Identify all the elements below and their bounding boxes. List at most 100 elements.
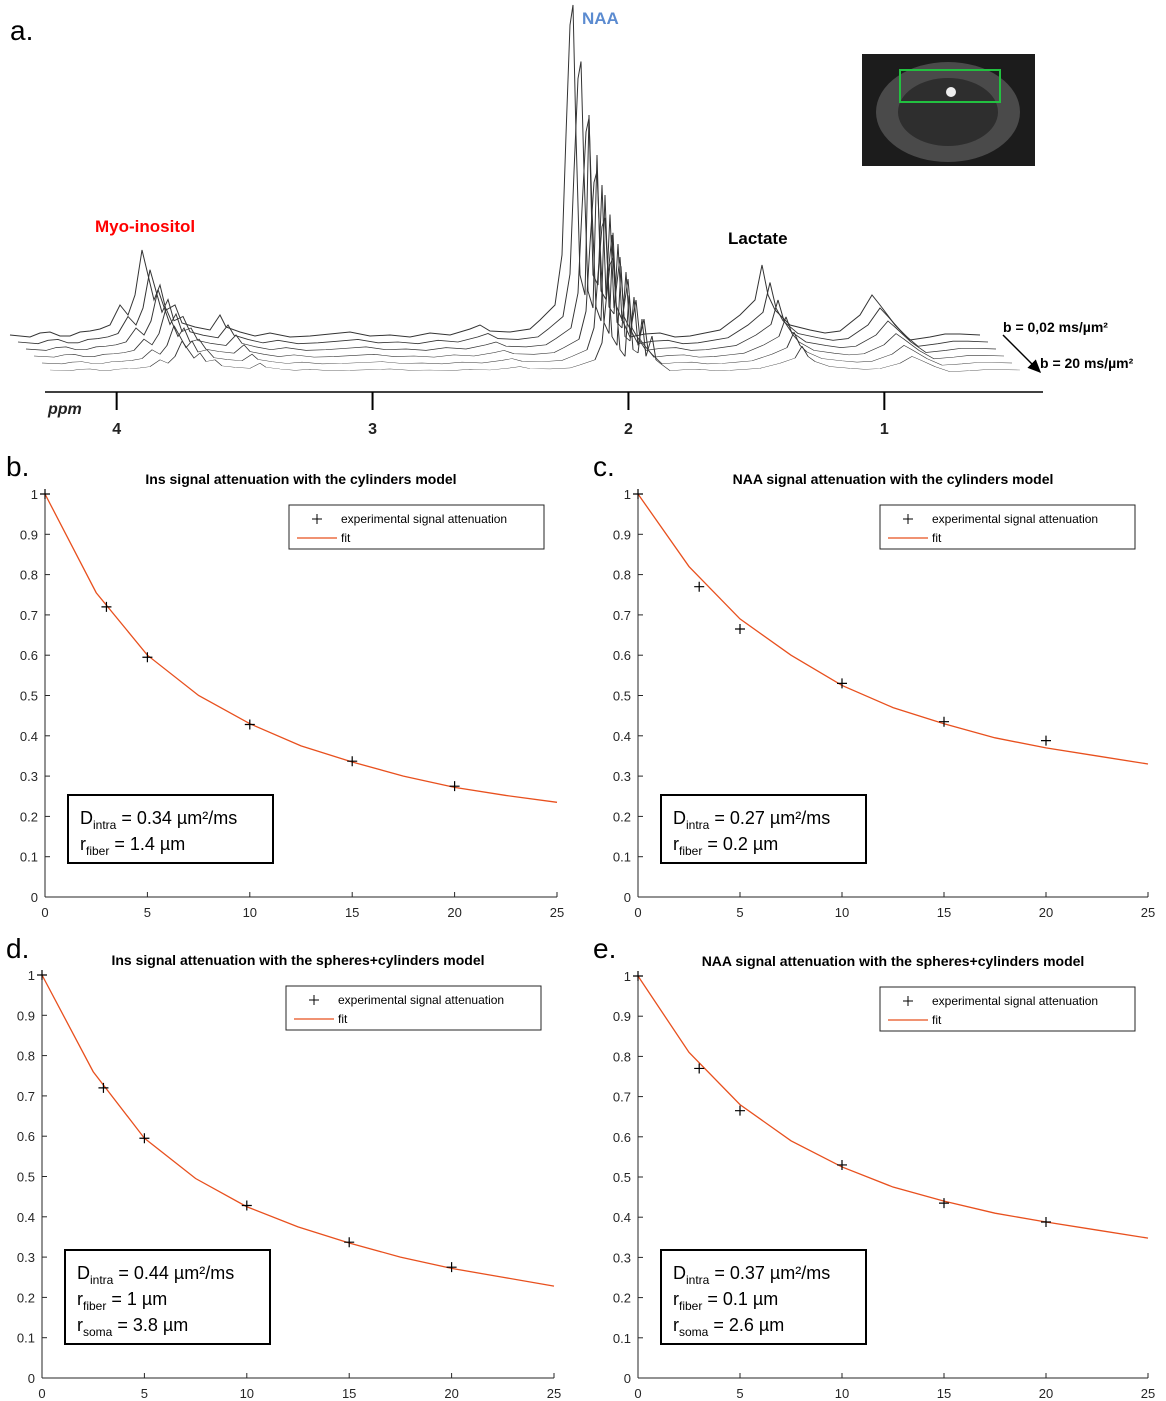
annotation-text: = 1 µm <box>106 1289 167 1309</box>
x-tick-label: 5 <box>736 905 743 920</box>
y-tick-label: 0.8 <box>20 568 38 583</box>
legend-label: experimental signal attenuation <box>341 512 507 526</box>
annotation-text: = 0.37 µm²/ms <box>709 1263 830 1283</box>
legend-marker <box>903 996 913 1006</box>
spectrum-trace <box>41 217 1013 366</box>
panel-label: d. <box>6 933 29 964</box>
y-tick-label: 0.7 <box>17 1089 35 1104</box>
annotation-line: rfiber = 0.2 µm <box>673 834 778 858</box>
annotation-subscript: intra <box>686 818 710 832</box>
annotation-line: rsoma = 3.8 µm <box>77 1315 188 1339</box>
y-tick-label: 0.7 <box>613 1090 631 1105</box>
x-tick-label: 15 <box>345 905 359 920</box>
annotation-symbol: r <box>673 834 679 854</box>
legend-label: fit <box>338 1012 348 1026</box>
annotation-symbol: r <box>77 1289 83 1309</box>
inset-roi <box>899 69 1001 103</box>
y-tick-label: 0.8 <box>613 568 631 583</box>
panel-label: a. <box>10 15 33 46</box>
legend-label: fit <box>932 1013 942 1027</box>
legend-box <box>288 504 545 550</box>
annotation-text: = 3.8 µm <box>112 1315 188 1335</box>
peak-label: Lactate <box>728 229 788 248</box>
legend-marker <box>312 514 322 524</box>
x-tick-label: 25 <box>1141 1386 1155 1401</box>
annotation-subscript: soma <box>679 1325 709 1339</box>
x-tick-label: 5 <box>141 1386 148 1401</box>
data-point <box>837 1159 847 1170</box>
annotation-text: = 0.2 µm <box>702 834 778 854</box>
spectrum-trace <box>17 60 989 347</box>
y-tick-label: 1 <box>624 969 631 984</box>
y-tick-label: 0.5 <box>17 1170 35 1185</box>
x-tick-label: 15 <box>937 1386 951 1401</box>
y-tick-label: 1 <box>624 487 631 502</box>
annotation-line: rfiber = 1 µm <box>77 1289 167 1313</box>
chart-title: NAA signal attenuation with the spheres+… <box>702 953 1085 969</box>
x-tick-label: 10 <box>240 1386 254 1401</box>
x-tick-label: 20 <box>447 905 461 920</box>
y-tick-label: 0.2 <box>613 809 631 824</box>
y-tick-label: 0.6 <box>20 648 38 663</box>
data-point <box>241 1200 252 1211</box>
annotation-box <box>660 794 867 864</box>
y-tick-label: 0.7 <box>613 608 631 623</box>
y-tick-label: 0.4 <box>17 1210 35 1225</box>
x-tick-label: 0 <box>38 1386 45 1401</box>
data-point <box>694 1063 705 1074</box>
y-tick-label: 0.1 <box>17 1331 35 1346</box>
annotation-symbol: D <box>673 808 686 828</box>
panel-label: c. <box>593 451 615 482</box>
legend-box <box>285 985 542 1031</box>
panel-label: b. <box>6 451 29 482</box>
x-axis-label: ppm <box>47 401 82 418</box>
spectrum-trace <box>49 257 1021 373</box>
y-tick-label: 0.3 <box>17 1250 35 1265</box>
peak-label: NAA <box>582 9 619 28</box>
y-tick-label: 0.5 <box>613 1170 631 1185</box>
y-tick-label: 0.6 <box>17 1129 35 1144</box>
annotation-subscript: fiber <box>679 844 702 858</box>
annotation-subscript: intra <box>93 818 117 832</box>
x-tick-label: 0 <box>41 905 48 920</box>
annotation-subscript: fiber <box>83 1299 106 1313</box>
panel-label: e. <box>593 933 616 964</box>
y-tick-label: 0.9 <box>17 1008 35 1023</box>
fit-line <box>637 493 1149 765</box>
annotation-symbol: D <box>77 1263 90 1283</box>
annotation-text: = 0.27 µm²/ms <box>709 808 830 828</box>
annotation-subscript: soma <box>83 1325 113 1339</box>
legend-label: experimental signal attenuation <box>932 994 1098 1008</box>
data-point <box>1041 735 1051 746</box>
y-tick-label: 0 <box>624 890 631 905</box>
annotation-line: Dintra = 0.44 µm²/ms <box>77 1263 234 1287</box>
annotation-box <box>660 1249 867 1345</box>
y-tick-label: 0.9 <box>613 527 631 542</box>
legend-box <box>879 504 1136 550</box>
annotation-subscript: fiber <box>679 1299 702 1313</box>
data-point <box>142 652 153 663</box>
y-tick-label: 0.2 <box>613 1291 631 1306</box>
y-tick-label: 0.2 <box>20 809 38 824</box>
x-tick-label: 10 <box>835 1386 849 1401</box>
annotation-line: Dintra = 0.34 µm²/ms <box>80 808 237 832</box>
y-tick-label: 0.6 <box>613 1130 631 1145</box>
annotation-symbol: D <box>80 808 93 828</box>
data-point <box>633 489 643 499</box>
x-tick-label: 2 <box>624 421 633 438</box>
x-tick-label: 25 <box>550 905 564 920</box>
b-arrow <box>1002 334 1042 374</box>
data-point <box>40 489 50 499</box>
y-tick-label: 0.5 <box>20 689 38 704</box>
annotation-symbol: r <box>673 1289 679 1309</box>
data-point <box>347 756 358 767</box>
legend-label: experimental signal attenuation <box>338 993 504 1007</box>
data-point <box>344 1237 355 1248</box>
data-point <box>735 624 745 635</box>
legend-marker <box>903 514 913 524</box>
y-tick-label: 0 <box>28 1371 35 1386</box>
fit-line <box>41 974 555 1287</box>
data-point <box>939 1198 949 1209</box>
data-point <box>449 781 460 792</box>
